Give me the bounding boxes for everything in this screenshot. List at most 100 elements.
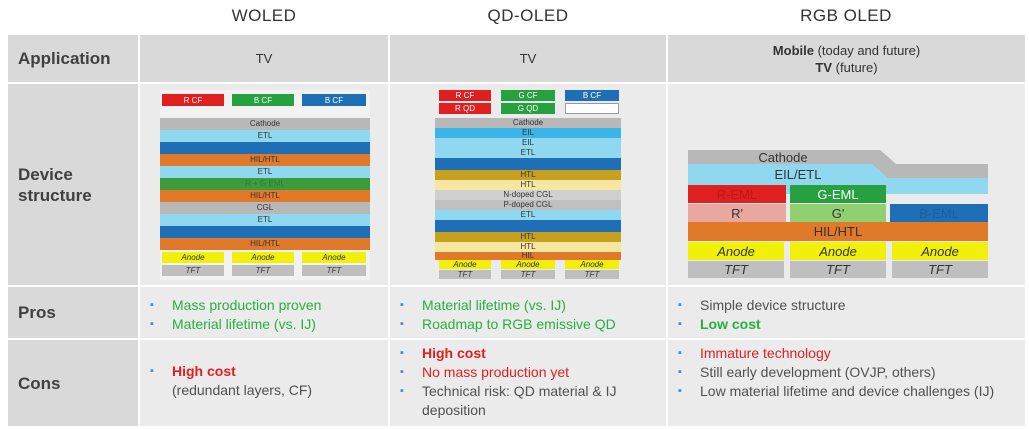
qdoled-tft-1: TFT [439,270,491,279]
rgb-r-prime: R' [688,204,786,222]
application-rgb-tv: TV [815,59,833,75]
row-label-device-structure: Device structure [8,84,138,285]
application-rgb-line2: TV (future) [815,59,877,76]
woled-g-cf: B CF [232,94,294,106]
qdoled-layer-htl-1: HTL [435,170,621,180]
qdoled-layer-eil-1: EIL [435,128,621,138]
woled-layer-etl-2: ETL [160,166,370,178]
woled-anode-2: Anode [232,252,294,263]
woled-b-cf: B CF [302,94,366,106]
cons-rgb-item-3: Low material lifetime and device challen… [678,382,1025,401]
rgb-g-eml: G-EML [790,185,886,203]
rgb-anode-2: Anode [790,242,886,260]
rgb-stack: Cathode EIL/ETL R-EML G-EML R' G' B-EML … [688,150,988,280]
cons-woled-note: (redundant layers, CF) [172,382,313,398]
rgb-cathode-shape [688,150,988,178]
rgb-g-prime: G' [790,204,886,222]
qdoled-anode-3: Anode [565,260,619,269]
qdoled-g-qd: G QD [501,103,555,114]
cons-qdoled-item-2: No mass production yet [400,363,666,382]
woled-r-cf: R CF [162,94,224,106]
application-woled-text: TV [255,51,273,66]
qdoled-layer-cathode: Cathode [435,118,621,128]
cons-qdoled: High cost No mass production yet Technic… [390,340,666,426]
column-header-qdoled: QD-OLED [487,6,569,25]
qdoled-layer-etl-2: ETL [435,210,621,220]
rgb-tft-1: TFT [688,261,784,278]
pros-woled: Mass production proven Material lifetime… [140,287,388,338]
woled-layer-cathode: Cathode [160,118,370,130]
woled-layer-blue-2: B [160,226,370,238]
qdoled-layer-eil-2: EIL [435,138,621,148]
application-rgb: Mobile (today and future) TV (future) [668,35,1025,82]
application-qdoled-text: TV [519,51,537,66]
qdoled-empty-qd [565,103,619,114]
column-header-rgb-oled: RGB OLED [800,6,892,25]
cons-qdoled-item-1: High cost [400,344,666,363]
qdoled-layer-p-cgl: P-doped CGL [435,200,621,210]
device-structure-rgb: Cathode EIL/ETL R-EML G-EML R' G' B-EML … [668,84,1025,285]
cons-rgb-item-2: Still early development (OVJP, others) [678,363,1025,382]
woled-tft-3: TFT [302,265,366,276]
qdoled-g-cf: G CF [501,90,555,101]
pros-rgb-item-2: Low cost [678,315,1025,334]
rgb-cathode-label: Cathode [758,149,808,165]
qdoled-tft-3: TFT [565,270,619,279]
woled-layer-etl-1: ETL [160,130,370,142]
column-header-woled: WOLED [231,6,297,25]
pros-woled-item-2: Material lifetime (vs. IJ) [150,315,388,334]
rgb-anode-1: Anode [688,242,784,260]
qdoled-layer-htl-4: HTL [435,242,621,252]
qdoled-anode-2: Anode [501,260,555,269]
pros-rgb-item-1: Simple device structure [678,296,1025,315]
qdoled-stack: R CF G CF B CF R QD G QD Cathode EIL EIL… [435,90,621,280]
qdoled-layer-htl-2: HTL [435,180,621,190]
application-rgb-tv-note: (future) [832,59,878,75]
cons-woled: High cost (redundant layers, CF) [140,340,388,426]
woled-anode-1: Anode [162,252,224,263]
qdoled-layer-blue-2 [435,220,621,232]
woled-layer-blue-1: B [160,142,370,154]
rgb-cathode-eil-shape [688,150,988,194]
rgb-tft-2: TFT [790,261,886,278]
cons-qdoled-item-3: Technical risk: QD material & IJ deposit… [400,382,666,420]
row-label-pros: Pros [8,287,138,338]
qdoled-layer-n-cgl: N-doped CGL [435,190,621,200]
woled-tft-2: TFT [232,265,294,276]
woled-layer-cgl: CGL [160,202,370,214]
pros-rgb: Simple device structure Low cost [668,287,1025,338]
rgb-tft-3: TFT [892,261,988,278]
qdoled-r-qd: R QD [439,103,491,114]
qdoled-layer-hil: HIL [435,252,621,260]
device-structure-qdoled: R CF G CF B CF R QD G QD Cathode EIL EIL… [390,84,666,285]
pros-woled-item-1: Mass production proven [150,296,388,315]
qdoled-layer-etl-1: ETL [435,148,621,158]
rgb-eil-etl-label: EIL/ETL [774,167,822,182]
woled-anode-3: Anode [302,252,366,263]
qdoled-layer-blue-1 [435,158,621,170]
woled-layer-hil-htl-1: HIL/HTL [160,154,370,166]
woled-layer-hil-htl-2: HIL/HTL [160,190,370,202]
pros-qdoled-item-2: Roadmap to RGB emissive QD [400,315,666,334]
woled-stack: R CF B CF B CF Cathode ETL B HIL/HTL ETL… [160,90,370,280]
comparison-table: Application TV TV Mobile (today and futu… [8,35,1025,426]
rgb-r-eml: R-EML [688,185,786,203]
cons-rgb: Immature technology Still early developm… [668,340,1025,426]
qdoled-tft-2: TFT [501,270,555,279]
rgb-b-eml: B-EML [890,204,988,222]
cons-woled-item-1: High cost [150,362,388,381]
row-label-application: Application [8,35,138,82]
pros-qdoled: Material lifetime (vs. IJ) Roadmap to RG… [390,287,666,338]
pros-qdoled-item-1: Material lifetime (vs. IJ) [400,296,666,315]
woled-tft-1: TFT [162,265,224,276]
qdoled-r-cf: R CF [439,90,491,101]
row-label-cons: Cons [8,340,138,426]
rgb-anode-3: Anode [892,242,988,260]
qdoled-layer-htl-3: HTL [435,232,621,242]
woled-layer-rg-eml: R + G EML [160,178,370,190]
cons-rgb-item-1: Immature technology [678,344,1025,363]
application-qdoled: TV [390,35,666,82]
rgb-hil-htl: HIL/HTL [688,222,988,241]
application-rgb-mobile: Mobile [772,42,814,58]
woled-layer-etl-3: ETL [160,214,370,226]
